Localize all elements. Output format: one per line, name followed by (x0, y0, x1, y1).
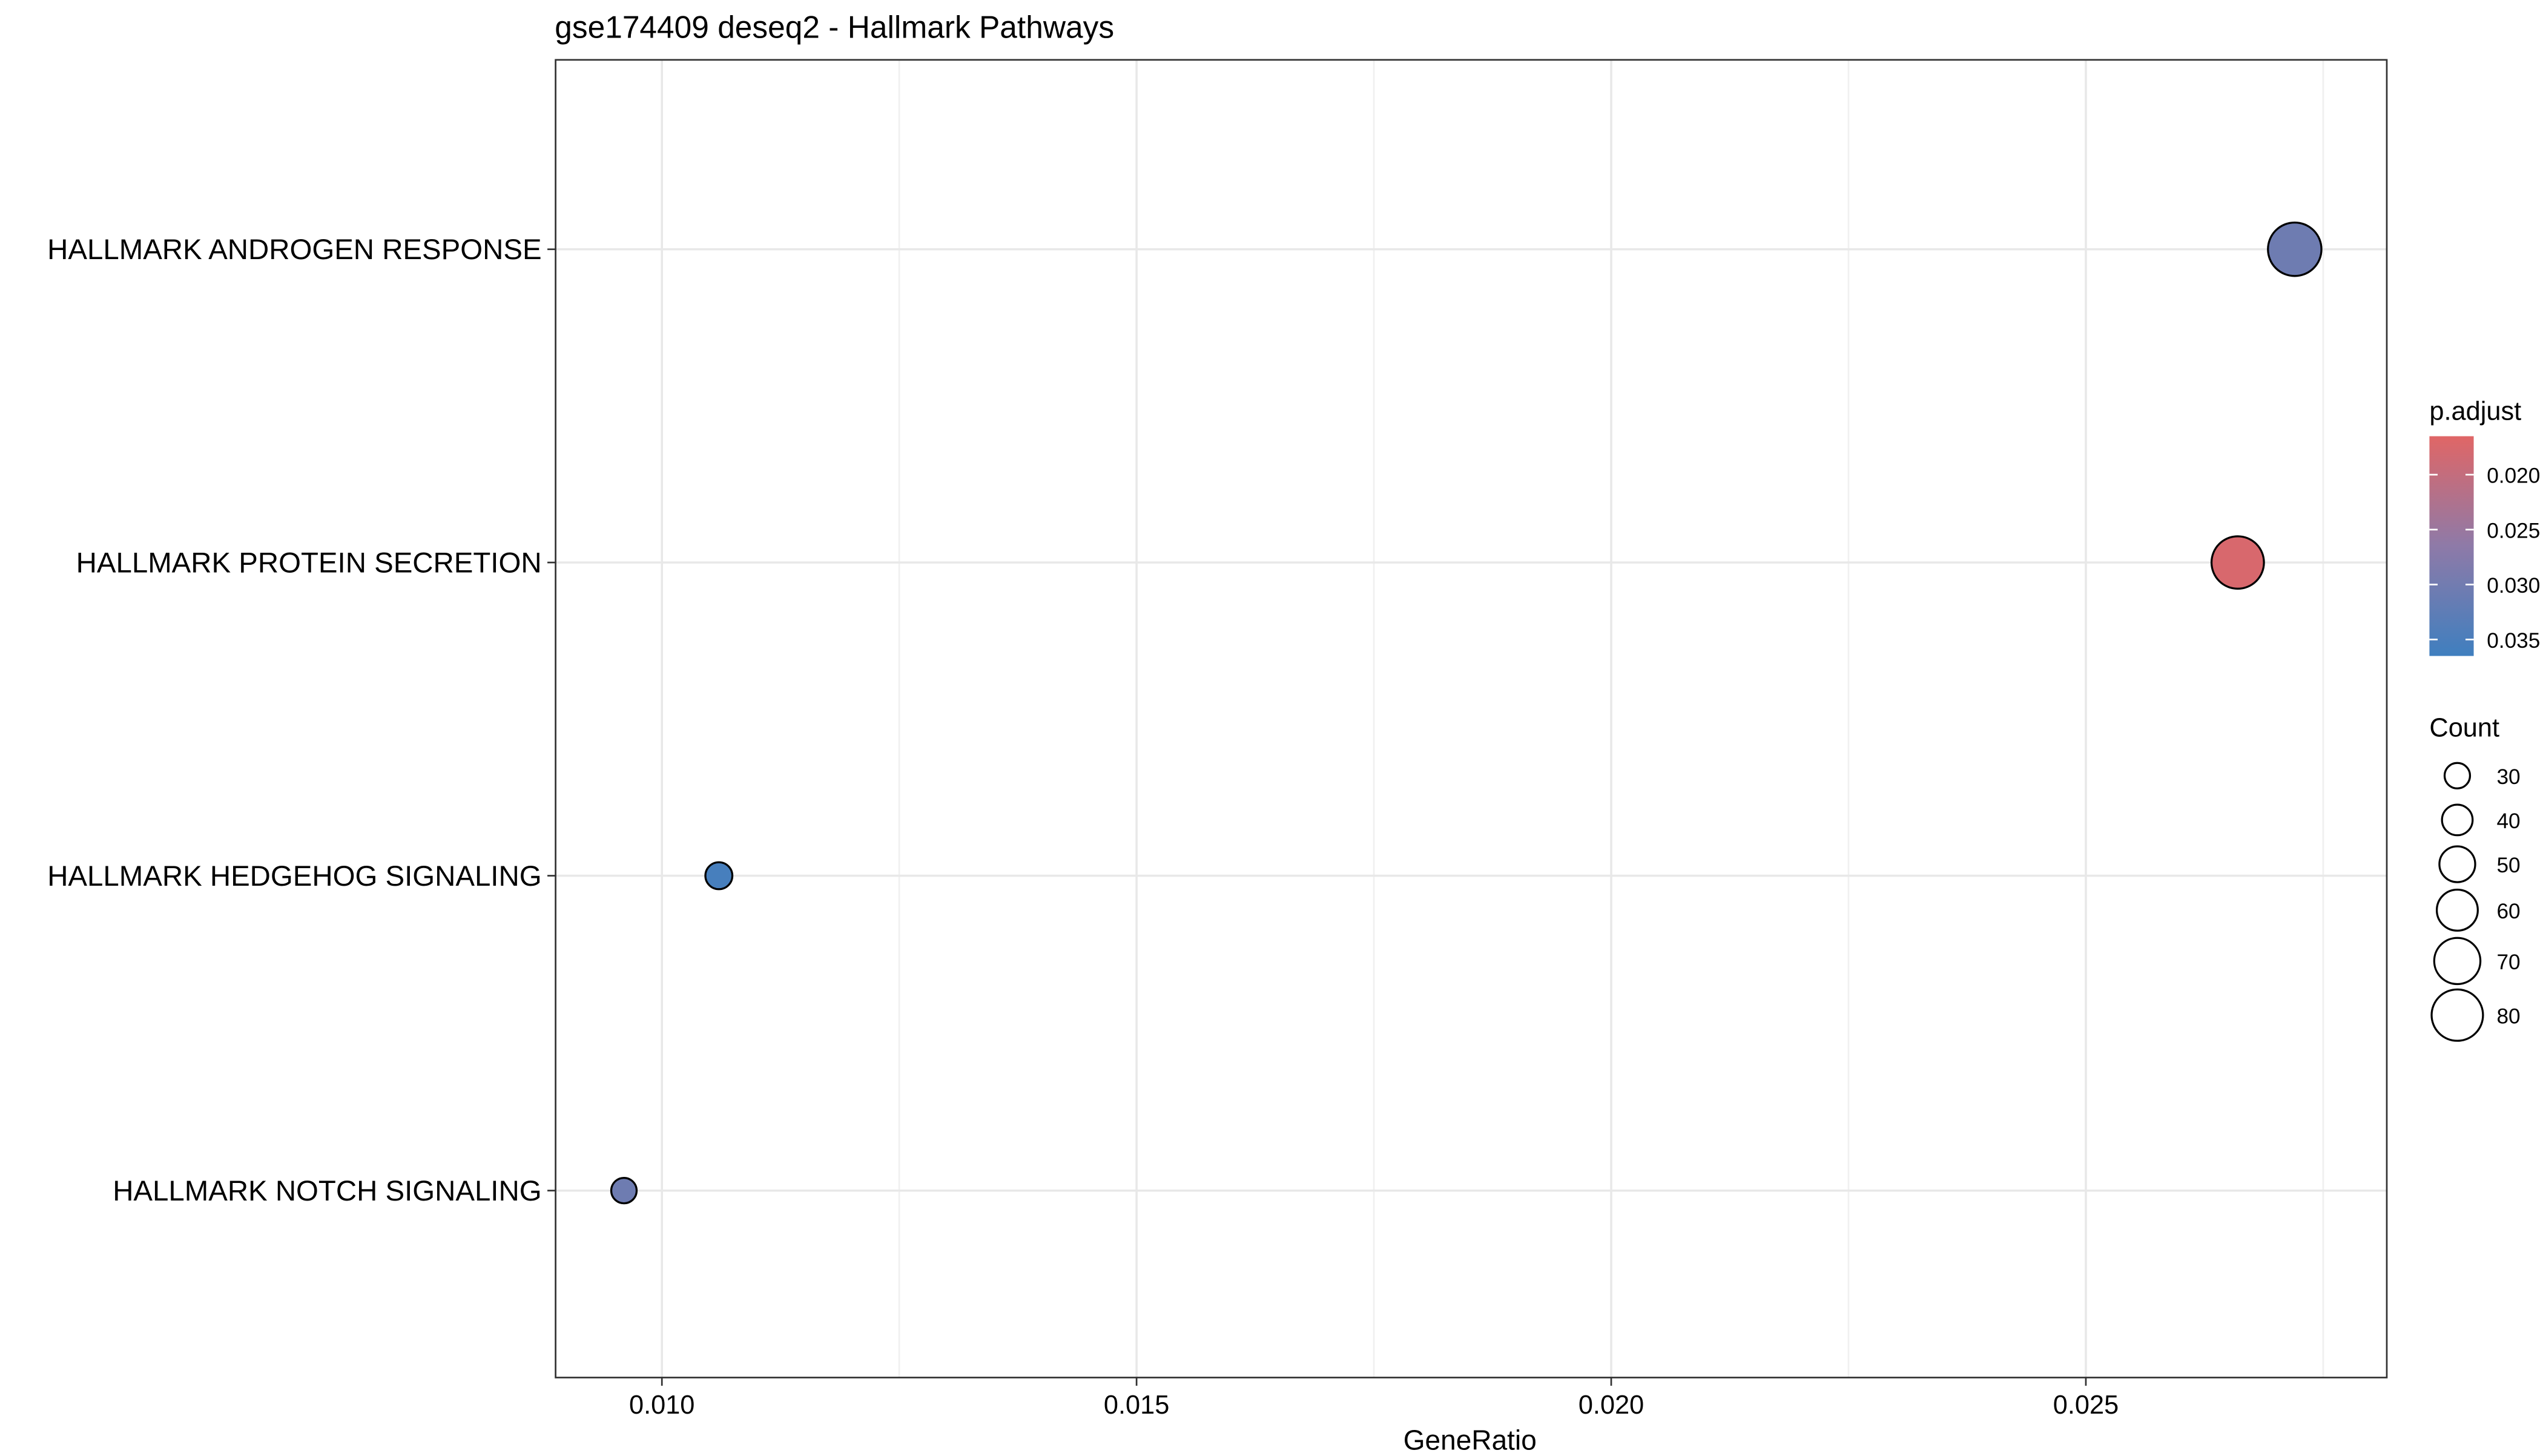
y-tick-label: HALLMARK ANDROGEN RESPONSE (47, 234, 541, 266)
plot-panel (555, 59, 2388, 1379)
y-axis: HALLMARK ANDROGEN RESPONSE HALLMARK PROTE… (47, 234, 556, 1207)
panel-background (555, 59, 2387, 1378)
x-tick-label: 0.020 (1578, 1391, 1644, 1420)
size-legend: Count 30 40 50 60 70 80 (2429, 713, 2521, 1042)
size-legend-circle (2435, 888, 2479, 932)
color-legend-title: p.adjust (2429, 397, 2521, 426)
size-legend-circle (2441, 803, 2474, 837)
x-axis: 0.010 0.015 0.020 0.025 (629, 1377, 2119, 1420)
y-tick-label: HALLMARK HEDGEHOG SIGNALING (47, 860, 541, 892)
size-legend-circle (2443, 762, 2472, 789)
size-legend-circle (2438, 845, 2476, 883)
color-legend-label: 0.035 (2487, 629, 2540, 653)
panel-border (555, 59, 2388, 1379)
size-legend-label: 60 (2496, 900, 2520, 923)
x-tick-label: 0.015 (1104, 1391, 1169, 1420)
size-legend-label: 40 (2496, 809, 2520, 833)
color-legend-label: 0.030 (2487, 574, 2540, 598)
size-legend-title: Count (2429, 713, 2499, 742)
data-point (704, 861, 734, 891)
color-legend-label: 0.020 (2487, 464, 2540, 488)
color-legend: p.adjust 0.020 0.025 0.030 0.035 (2429, 397, 2540, 656)
chart-title: gse174409 deseq2 - Hallmark Pathways (555, 9, 1114, 44)
x-tick-label: 0.010 (629, 1391, 694, 1420)
color-bar (2429, 436, 2474, 656)
data-point (2210, 535, 2265, 590)
x-axis-title: GeneRatio (1403, 1425, 1537, 1453)
x-tick-label: 0.025 (2053, 1391, 2119, 1420)
size-legend-circle (2433, 937, 2482, 986)
size-legend-label: 80 (2496, 1004, 2520, 1028)
color-legend-label: 0.025 (2487, 519, 2540, 542)
data-point (610, 1176, 638, 1205)
size-legend-circle (2430, 988, 2484, 1042)
data-point (2267, 221, 2323, 277)
size-legend-label: 50 (2496, 854, 2520, 877)
size-legend-label: 70 (2496, 950, 2520, 974)
y-tick-label: HALLMARK PROTEIN SECRETION (76, 547, 542, 579)
y-tick-label: HALLMARK NOTCH SIGNALING (113, 1175, 541, 1207)
size-legend-label: 30 (2496, 765, 2520, 789)
